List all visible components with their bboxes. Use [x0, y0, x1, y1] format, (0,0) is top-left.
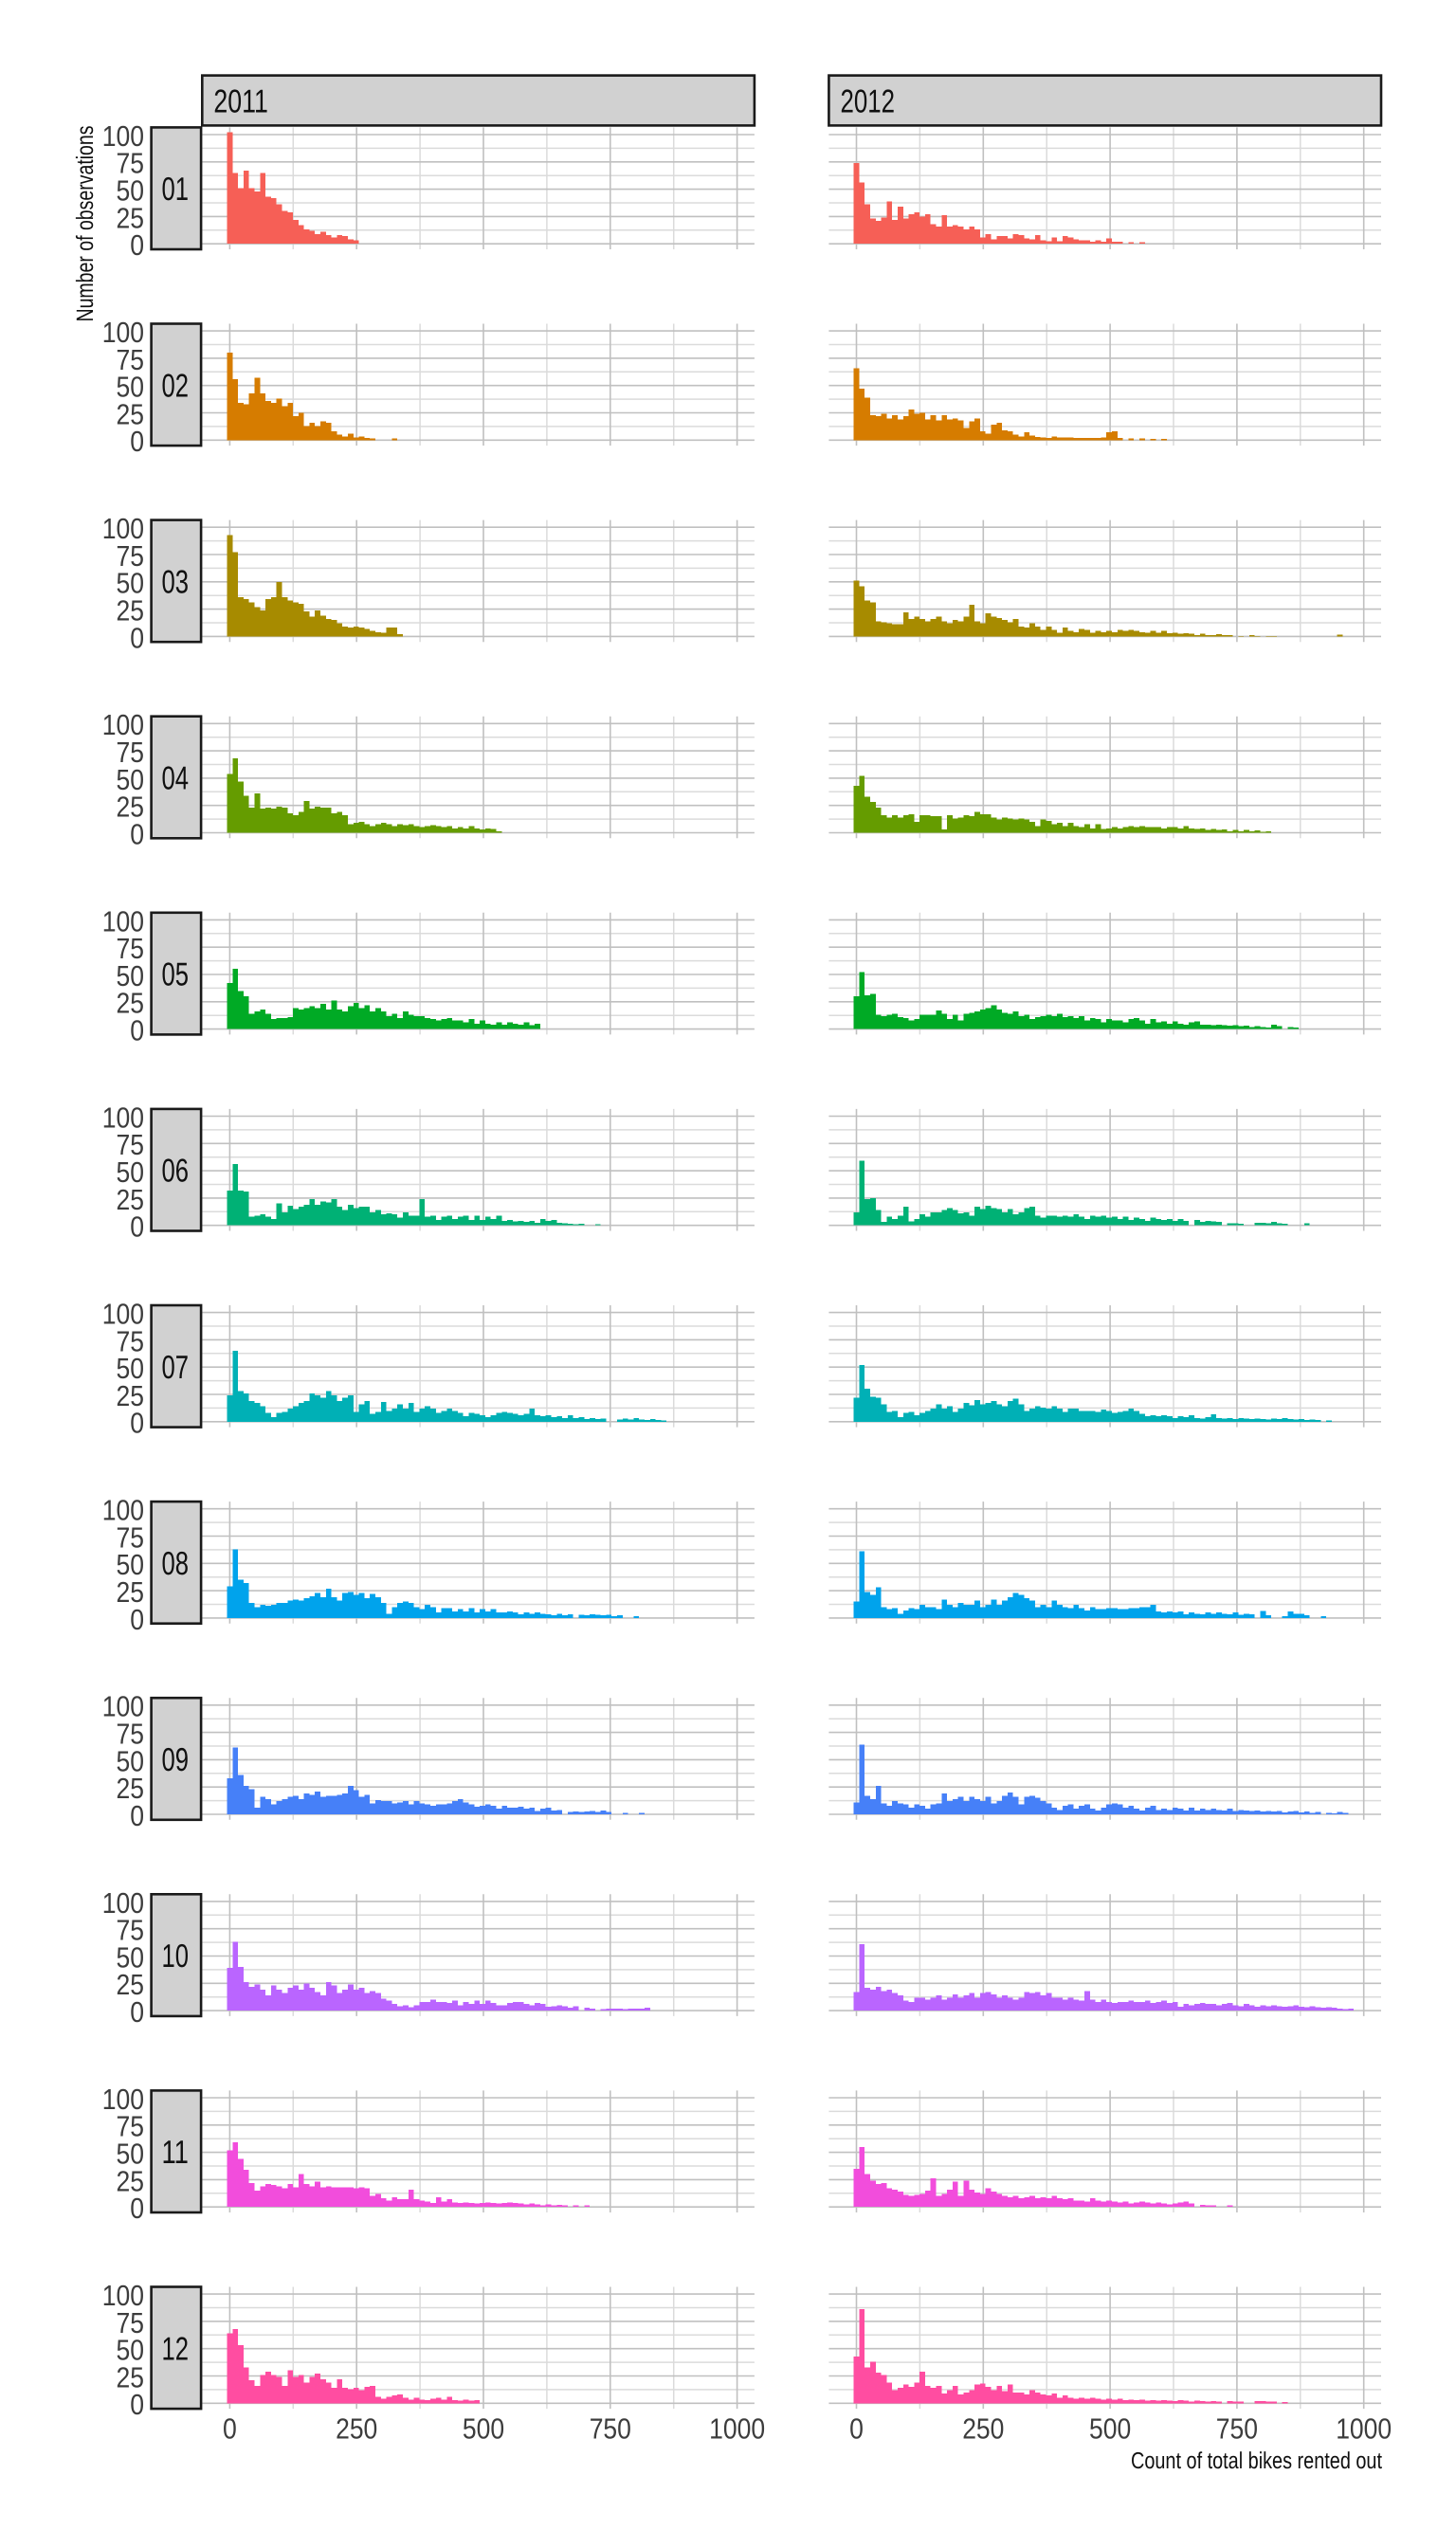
svg-text:100: 100: [102, 317, 144, 349]
svg-text:250: 250: [962, 2413, 1004, 2446]
svg-text:1000: 1000: [709, 2413, 765, 2446]
svg-text:0: 0: [223, 2413, 237, 2446]
svg-text:Count of total bikes rented ou: Count of total bikes rented out: [1131, 2448, 1382, 2474]
svg-text:02: 02: [161, 368, 189, 404]
svg-text:50: 50: [117, 372, 145, 404]
svg-text:100: 100: [102, 1101, 144, 1134]
svg-text:04: 04: [161, 761, 189, 797]
svg-text:100: 100: [102, 1691, 144, 1723]
svg-text:0: 0: [130, 426, 144, 458]
svg-text:75: 75: [117, 1719, 145, 1751]
svg-text:0: 0: [130, 1211, 144, 1244]
svg-text:75: 75: [117, 2307, 145, 2339]
svg-text:50: 50: [117, 1745, 145, 1777]
svg-text:75: 75: [117, 1915, 145, 1947]
svg-text:25: 25: [117, 1184, 145, 1216]
svg-text:100: 100: [102, 120, 144, 153]
svg-text:50: 50: [117, 1941, 145, 1974]
svg-text:750: 750: [1216, 2413, 1258, 2446]
svg-text:03: 03: [161, 564, 189, 600]
svg-text:100: 100: [102, 2084, 144, 2116]
svg-text:0: 0: [130, 2193, 144, 2225]
svg-text:25: 25: [117, 202, 145, 234]
svg-text:75: 75: [117, 2111, 145, 2143]
svg-text:100: 100: [102, 1299, 144, 1331]
svg-text:75: 75: [117, 344, 145, 376]
svg-text:25: 25: [117, 1773, 145, 1805]
svg-text:25: 25: [117, 792, 145, 824]
svg-text:2011: 2011: [213, 84, 268, 120]
svg-text:05: 05: [161, 957, 189, 993]
svg-text:50: 50: [117, 960, 145, 992]
svg-text:2012: 2012: [841, 84, 896, 120]
svg-text:0: 0: [130, 1604, 144, 1636]
svg-text:0: 0: [130, 818, 144, 850]
svg-text:100: 100: [102, 513, 144, 545]
svg-text:08: 08: [161, 1546, 189, 1582]
svg-text:75: 75: [117, 148, 145, 180]
svg-text:75: 75: [117, 1325, 145, 1357]
svg-text:100: 100: [102, 1887, 144, 1920]
svg-text:0: 0: [130, 229, 144, 262]
svg-text:50: 50: [117, 568, 145, 600]
svg-text:50: 50: [117, 1156, 145, 1189]
svg-text:0: 0: [130, 2389, 144, 2421]
svg-text:0: 0: [849, 2413, 864, 2446]
svg-text:25: 25: [117, 988, 145, 1020]
svg-text:100: 100: [102, 2280, 144, 2312]
svg-text:75: 75: [117, 933, 145, 965]
svg-text:25: 25: [117, 1576, 145, 1609]
svg-text:500: 500: [463, 2413, 504, 2446]
svg-text:50: 50: [117, 2138, 145, 2171]
svg-text:75: 75: [117, 737, 145, 769]
svg-text:75: 75: [117, 1521, 145, 1554]
svg-text:09: 09: [161, 1742, 189, 1778]
svg-text:0: 0: [130, 1996, 144, 2029]
svg-text:100: 100: [102, 709, 144, 741]
svg-text:50: 50: [117, 1549, 145, 1581]
svg-text:0: 0: [130, 1800, 144, 1832]
svg-text:12: 12: [161, 2331, 189, 2367]
svg-text:10: 10: [161, 1938, 189, 1975]
svg-text:0: 0: [130, 1408, 144, 1440]
svg-text:25: 25: [117, 595, 145, 628]
svg-text:25: 25: [117, 2361, 145, 2393]
svg-text:01: 01: [161, 172, 189, 208]
svg-text:50: 50: [117, 1353, 145, 1385]
svg-text:50: 50: [117, 175, 145, 208]
svg-text:250: 250: [336, 2413, 377, 2446]
svg-text:25: 25: [117, 398, 145, 430]
svg-text:750: 750: [590, 2413, 631, 2446]
svg-text:100: 100: [102, 1495, 144, 1527]
svg-text:500: 500: [1089, 2413, 1131, 2446]
svg-text:50: 50: [117, 2335, 145, 2367]
svg-text:75: 75: [117, 1129, 145, 1161]
svg-text:100: 100: [102, 905, 144, 937]
svg-text:11: 11: [161, 2135, 189, 2171]
svg-text:25: 25: [117, 1969, 145, 2001]
svg-text:06: 06: [161, 1154, 189, 1190]
svg-text:0: 0: [130, 622, 144, 654]
svg-text:0: 0: [130, 1015, 144, 1047]
svg-text:07: 07: [161, 1350, 189, 1386]
svg-text:25: 25: [117, 1380, 145, 1412]
svg-text:25: 25: [117, 2165, 145, 2197]
svg-text:1000: 1000: [1336, 2413, 1392, 2446]
svg-text:75: 75: [117, 540, 145, 573]
svg-text:Number of observations: Number of observations: [72, 126, 99, 322]
svg-text:50: 50: [117, 764, 145, 796]
